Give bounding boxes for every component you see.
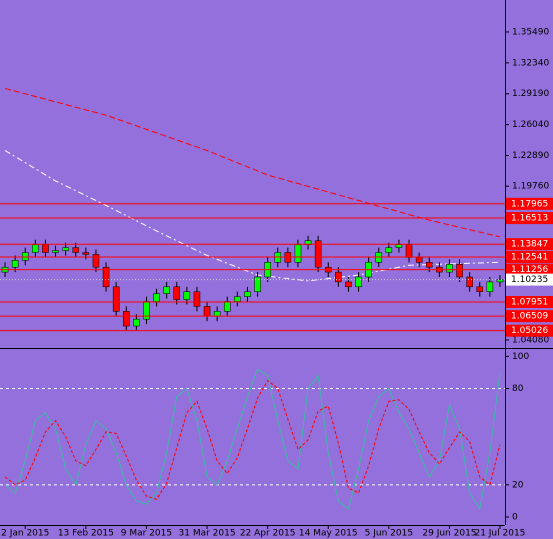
x-tick-label: 22 Apr 2015 xyxy=(240,529,296,539)
candle-body xyxy=(294,244,302,263)
level-label: 1.07951 xyxy=(511,298,548,308)
level-label-box xyxy=(506,324,553,337)
level-label: 1.05026 xyxy=(511,326,548,336)
candle-body xyxy=(415,257,423,263)
x-tick-label: 5 Jun 2015 xyxy=(365,529,413,539)
candle-body xyxy=(62,247,69,251)
level-label: 1.11256 xyxy=(511,265,548,275)
last-price-box xyxy=(506,273,553,286)
oscillator-line xyxy=(4,379,501,500)
candle-body xyxy=(345,281,352,288)
x-tick-label: 13 Feb 2015 xyxy=(58,529,114,539)
candle-body xyxy=(476,286,484,292)
candle-body xyxy=(82,252,90,255)
candle-body xyxy=(425,262,433,268)
candle-body xyxy=(335,271,342,283)
candle-body xyxy=(244,291,251,297)
candle-body xyxy=(203,306,211,317)
level-label-box xyxy=(506,263,553,276)
x-tick-label: 21 Jul 2015 xyxy=(474,529,525,539)
level-label: 1.17965 xyxy=(511,199,548,209)
candle-body xyxy=(486,281,494,292)
moving-average xyxy=(4,150,500,282)
candle-body xyxy=(153,293,160,302)
candle-body xyxy=(254,276,261,292)
candle-body xyxy=(395,244,403,248)
candle-body xyxy=(42,244,49,253)
candle-body xyxy=(385,247,393,253)
candle-body xyxy=(183,291,191,300)
level-label-box xyxy=(506,238,553,251)
candle-body xyxy=(11,260,19,268)
level-label: 1.16513 xyxy=(511,214,548,224)
level-label: 1.12541 xyxy=(511,252,548,262)
oscillator-line xyxy=(4,368,501,511)
y-tick-label: 1.26040 xyxy=(512,120,549,130)
candle-body xyxy=(446,264,453,273)
candle-body xyxy=(314,240,322,268)
candle-body xyxy=(213,311,221,317)
x-tick-label: 2 Jan 2015 xyxy=(1,529,49,539)
level-label-box xyxy=(506,197,553,210)
candle-body xyxy=(355,276,362,288)
candle-body xyxy=(234,296,241,302)
y-tick-label: 100 xyxy=(512,352,529,362)
candle-body xyxy=(102,266,110,288)
candle-body xyxy=(92,254,100,268)
level-label-box xyxy=(506,212,553,225)
moving-average xyxy=(4,87,501,238)
x-tick-label: 31 Mar 2015 xyxy=(179,529,236,539)
x-tick-label: 29 Jun 2015 xyxy=(422,529,476,539)
y-tick-label: 1.35490 xyxy=(512,27,549,37)
level-label: 1.06509 xyxy=(511,312,548,322)
candle-body xyxy=(193,291,201,307)
level-label-box xyxy=(506,296,553,309)
level-label: 1.13847 xyxy=(511,240,548,250)
candle-body xyxy=(466,276,473,288)
candle-body xyxy=(173,286,181,300)
candle-body xyxy=(405,244,413,258)
last-price-label: 1.10235 xyxy=(511,275,548,285)
y-tick-label: 1.04080 xyxy=(512,335,549,345)
candle-body xyxy=(223,301,231,312)
candle-body xyxy=(163,286,170,294)
y-tick-label: 1.32340 xyxy=(512,58,549,68)
candle-body xyxy=(133,318,140,327)
y-tick-label: 20 xyxy=(512,480,524,490)
x-tick-label: 14 May 2015 xyxy=(299,529,358,539)
candle-body xyxy=(52,250,59,253)
x-tick-label: 9 Mar 2015 xyxy=(121,529,172,539)
level-label-box xyxy=(506,250,553,263)
candle-body xyxy=(496,279,504,283)
y-tick-label: 1.29190 xyxy=(512,89,549,99)
y-tick-label: 0 xyxy=(512,512,518,522)
y-tick-label: 1.22890 xyxy=(512,151,549,161)
candle-body xyxy=(21,252,29,261)
y-tick-label: 80 xyxy=(512,384,524,394)
candle-body xyxy=(122,311,130,327)
candle-body xyxy=(32,244,39,253)
candle-body xyxy=(72,247,80,253)
level-label-box xyxy=(506,310,553,323)
candle-body xyxy=(456,264,463,278)
y-tick-label: 1.19760 xyxy=(512,182,549,192)
candle-body xyxy=(112,286,120,312)
